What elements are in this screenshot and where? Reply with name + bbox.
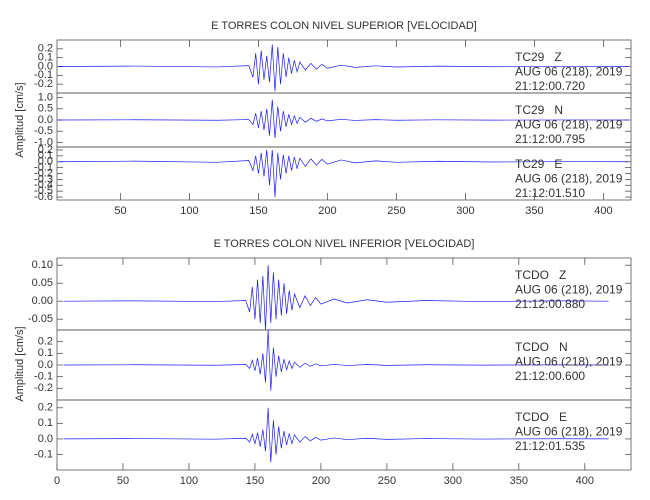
y-tick-label: 0.2 <box>38 402 53 414</box>
y-tick-label: -0.1 <box>34 371 53 383</box>
trace-annotation: AUG 06 (218), 2019 <box>515 355 623 369</box>
x-tick-label: 50 <box>114 205 126 217</box>
y-tick-label: -0.5 <box>34 125 53 137</box>
x-tick-label: 250 <box>387 205 405 217</box>
y-tick-label: 0.0 <box>38 114 53 126</box>
y-tick-label: -1.0 <box>34 136 53 148</box>
trace-annotation: 21:12:00.720 <box>515 79 585 93</box>
y-tick-label: 0.0 <box>38 433 53 445</box>
x-tick-label: 350 <box>525 205 543 217</box>
x-tick-label: 200 <box>312 475 330 487</box>
x-tick-label: 300 <box>444 475 462 487</box>
trace-annotation: AUG 06 (218), 2019 <box>515 425 623 439</box>
trace-annotation: AUG 06 (218), 2019 <box>515 172 623 186</box>
x-tick-label: 250 <box>378 475 396 487</box>
trace-annotation: 21:12:01.535 <box>515 439 585 453</box>
trace-annotation: TCDO N <box>515 340 568 354</box>
trace-annotation: TC29 N <box>515 103 563 117</box>
x-tick-label: 50 <box>117 475 129 487</box>
waveform <box>58 44 629 92</box>
y-tick-label: 0.00 <box>32 295 53 307</box>
x-tick-label: 100 <box>180 475 198 487</box>
y-tick-label: -0.1 <box>34 69 53 81</box>
trace-annotation: 21:12:00.880 <box>515 297 585 311</box>
y-tick-label: 1.0 <box>38 91 53 103</box>
x-tick-label: 100 <box>180 205 198 217</box>
y-tick-label: -0.2 <box>34 167 53 179</box>
y-tick-label: -0.05 <box>28 313 53 325</box>
trace-annotation: TCDO Z <box>515 268 566 282</box>
y-tick-label: -0.3 <box>34 173 53 185</box>
trace-annotation: AUG 06 (218), 2019 <box>515 118 623 132</box>
y-tick-label: 0.0 <box>38 359 53 371</box>
y-axis-label: Amplitud [cm/s] <box>14 82 26 157</box>
y-axis-label: Amplitud [cm/s] <box>14 326 26 401</box>
trace-annotation: AUG 06 (218), 2019 <box>515 65 623 79</box>
y-tick-label: 0.1 <box>38 52 53 64</box>
y-tick-label: 0.2 <box>38 144 53 156</box>
y-tick-label: 0.2 <box>38 43 53 55</box>
y-tick-label: -0.1 <box>34 448 53 460</box>
x-tick-label: 150 <box>246 475 264 487</box>
panel-frame <box>56 399 632 471</box>
y-tick-label: 0.05 <box>32 277 53 289</box>
y-tick-label: 0.10 <box>32 259 53 271</box>
x-tick-label: 400 <box>594 205 612 217</box>
chart-title: E TORRES COLON NIVEL SUPERIOR [VELOCIDAD… <box>211 20 477 32</box>
chart-title: E TORRES COLON NIVEL INFERIOR [VELOCIDAD… <box>214 238 475 250</box>
x-tick-label: 150 <box>249 205 267 217</box>
trace-annotation: 21:12:01.510 <box>515 186 585 200</box>
waveform <box>63 329 609 391</box>
y-tick-label: 0.1 <box>38 347 53 359</box>
x-tick-label: 0 <box>54 475 60 487</box>
y-tick-label: -0.2 <box>34 78 53 90</box>
waveform <box>63 407 609 463</box>
waveform <box>63 265 609 331</box>
trace-annotation: 21:12:00.795 <box>515 132 585 146</box>
y-tick-label: -0.6 <box>34 191 53 203</box>
x-tick-label: 350 <box>510 475 528 487</box>
trace-annotation: 21:12:00.600 <box>515 369 585 383</box>
y-tick-label: -0.2 <box>34 382 53 394</box>
x-tick-label: 400 <box>576 475 594 487</box>
y-tick-label: -0.4 <box>34 179 53 191</box>
y-tick-label: -0.5 <box>34 185 53 197</box>
trace-annotation: AUG 06 (218), 2019 <box>515 283 623 297</box>
y-tick-label: 0.2 <box>38 336 53 348</box>
trace-annotation: TC29 E <box>515 157 562 171</box>
trace-annotation: TCDO E <box>515 410 567 424</box>
y-tick-label: 0.1 <box>38 417 53 429</box>
y-tick-label: 0.5 <box>38 103 53 115</box>
trace-annotation: TC29 Z <box>515 50 562 64</box>
y-tick-label: -0.1 <box>34 162 53 174</box>
y-tick-label: 0.0 <box>38 60 53 72</box>
waveform <box>58 149 629 198</box>
x-tick-label: 200 <box>318 205 336 217</box>
y-tick-label: 0.0 <box>38 156 53 168</box>
y-tick-label: 0.1 <box>38 150 53 162</box>
waveform <box>58 99 629 139</box>
x-tick-label: 300 <box>456 205 474 217</box>
